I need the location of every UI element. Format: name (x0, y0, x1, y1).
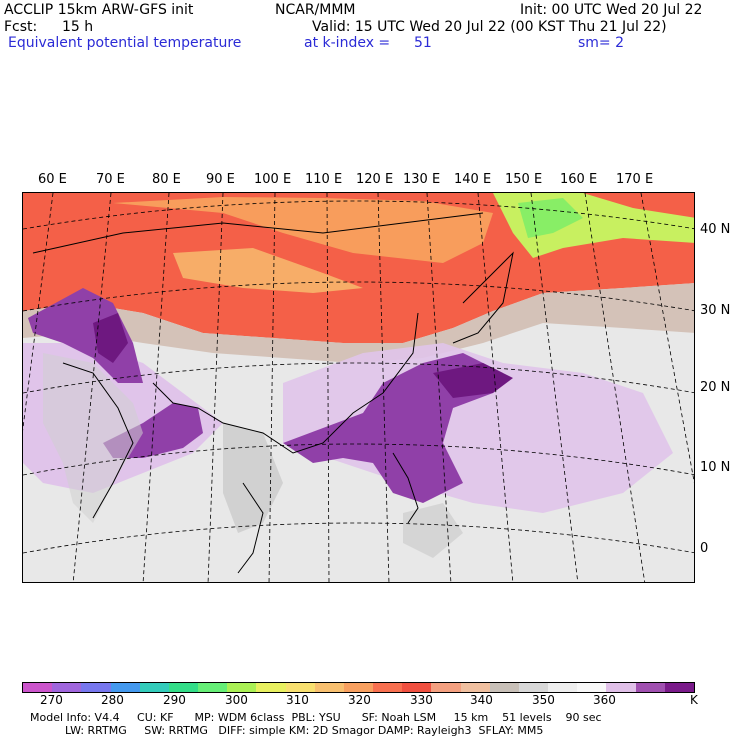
land-grey (403, 503, 463, 558)
field-name: Equivalent potential temperature (8, 35, 242, 51)
colorbar-segment (227, 683, 257, 692)
lon-label: 150 E (505, 172, 543, 187)
lon-line (142, 193, 170, 582)
border-lines (32, 212, 484, 254)
lon-label: 130 E (403, 172, 441, 187)
colorbar-segment (577, 683, 607, 692)
coastline-india (62, 362, 134, 519)
colorbar-segment (548, 683, 578, 692)
lon-line (640, 193, 694, 484)
level-label: at k-index = (304, 35, 391, 51)
coastline-philippines (392, 452, 419, 524)
lat-label: 10 N (700, 460, 731, 475)
valid-time: Valid: 15 UTC Wed 20 Jul 22 (00 KST Thu … (312, 19, 667, 35)
colorbar-segment (23, 683, 53, 692)
theta-e-map (22, 192, 695, 583)
colorbar-label: 290 (163, 693, 186, 707)
lon-line (326, 193, 330, 582)
lon-line (207, 193, 224, 582)
colorbar-segment (110, 683, 140, 692)
colorbar-segment (285, 683, 315, 692)
lon-line (377, 193, 390, 582)
graticule (23, 193, 694, 582)
forecast-value: 15 h (62, 19, 94, 35)
model-info-line1: Model Info: V4.4 CU: KF MP: WDM 6class P… (30, 711, 602, 724)
lon-line (23, 193, 54, 431)
init-time: Init: 00 UTC Wed 20 Jul 22 (520, 2, 703, 18)
lon-line (268, 193, 276, 582)
lon-label: 120 E (356, 172, 394, 187)
lon-label: 60 E (38, 172, 67, 187)
coastlines (32, 212, 514, 574)
land-grey (223, 423, 283, 533)
coastline-japan (452, 251, 514, 344)
colorbar-segment (635, 683, 665, 692)
lon-line (72, 193, 112, 582)
colorbar-segment (402, 683, 432, 692)
purple-core-dark (433, 363, 513, 398)
colorbar-segment (460, 683, 490, 692)
colorbar-segment (343, 683, 374, 692)
colorbar-segment (314, 683, 344, 692)
colorbar-label: 300 (225, 693, 248, 707)
lat-label: 20 N (700, 380, 731, 395)
colorbar-label: 340 (470, 693, 493, 707)
orange-patch (113, 197, 493, 263)
lat-label: 30 N (700, 303, 731, 318)
model-title: ACCLIP 15km ARW-GFS init (4, 2, 194, 18)
purple-core-dark (93, 313, 128, 363)
lat-label: 40 N (700, 222, 731, 237)
colorbar-label: 310 (286, 693, 309, 707)
coastline-asia (152, 312, 419, 454)
lat-label: 0 (700, 541, 709, 556)
map-canvas (23, 193, 694, 582)
colorbar-segment (81, 683, 111, 692)
lat-line (23, 200, 694, 230)
lon-line (477, 193, 514, 582)
forecast-label: Fcst: (4, 19, 38, 35)
colorbar-segment (198, 683, 228, 692)
colorbar (22, 682, 695, 693)
smoothing-label: sm= 2 (578, 35, 625, 51)
coastline-peninsula (237, 482, 264, 574)
green-patch (518, 198, 583, 238)
colorbar-label: 360 (593, 693, 616, 707)
lon-label: 70 E (96, 172, 125, 187)
colorbar-segment (606, 683, 636, 692)
colorbar-segment (256, 683, 286, 692)
colorbar-segment (664, 683, 694, 692)
lon-line (584, 193, 646, 582)
center-label: NCAR/MMM (275, 2, 356, 18)
colorbar-segment (52, 683, 82, 692)
colorbar-label: 330 (410, 693, 433, 707)
colorbar-label: 280 (101, 693, 124, 707)
colorbar-segment (518, 683, 549, 692)
colorbar-label: 320 (348, 693, 371, 707)
lon-label: 90 E (206, 172, 235, 187)
lon-label: 170 E (616, 172, 654, 187)
colorbar-label: 350 (532, 693, 555, 707)
lon-label: 100 E (254, 172, 292, 187)
lon-line (530, 193, 579, 582)
lon-label: 80 E (152, 172, 181, 187)
colorbar-unit: K (690, 693, 698, 707)
lon-label: 110 E (305, 172, 343, 187)
colorbar-label: 270 (40, 693, 63, 707)
lon-line (426, 193, 452, 582)
land-grey (43, 353, 143, 523)
model-info-line2: LW: RRTMG SW: RRTMG DIFF: simple KM: 2D … (30, 724, 544, 737)
lon-label: 140 E (454, 172, 492, 187)
colorbar-segment (431, 683, 461, 692)
level-value: 51 (414, 35, 432, 51)
colorbar-segment (139, 683, 169, 692)
lon-label: 160 E (560, 172, 598, 187)
colorbar-segment (168, 683, 199, 692)
colorbar-segment (373, 683, 403, 692)
transition-band (23, 283, 694, 363)
colorbar-segment (489, 683, 519, 692)
